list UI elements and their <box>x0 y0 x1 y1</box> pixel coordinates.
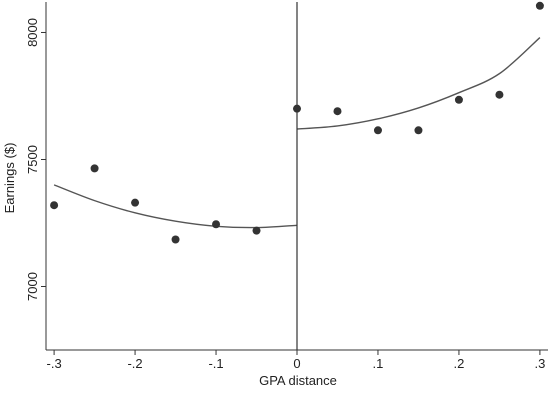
data-point <box>293 104 301 113</box>
x-tick-label: -.3 <box>47 356 62 371</box>
x-tick-label: 0 <box>293 356 300 371</box>
fit-line-right <box>296 37 541 130</box>
x-tick-label: -.1 <box>208 356 223 371</box>
data-point <box>495 90 504 99</box>
y-tick-label: 7500 <box>25 145 40 174</box>
fit-line-left <box>53 184 298 229</box>
data-point <box>373 126 382 135</box>
y-axis-title: Earnings ($) <box>2 143 17 214</box>
data-point <box>535 1 544 10</box>
x-tick-label: .1 <box>373 356 384 371</box>
x-axis-ticks: -.3 -.2 -.1 0 .1 .2 .3 <box>47 350 545 371</box>
y-tick-label: 7000 <box>25 272 40 301</box>
data-point <box>90 164 99 173</box>
data-point <box>50 201 59 210</box>
x-tick-label: .2 <box>454 356 465 371</box>
data-points <box>50 1 544 244</box>
data-point <box>212 220 221 229</box>
data-point <box>171 235 180 244</box>
data-point <box>454 95 463 104</box>
data-point <box>333 107 342 116</box>
y-axis-ticks: 7000 7500 8000 <box>25 18 46 301</box>
x-tick-label: -.2 <box>127 356 142 371</box>
data-point <box>131 198 140 207</box>
data-point <box>252 226 261 235</box>
y-tick-label: 8000 <box>25 18 40 47</box>
data-point <box>414 126 423 135</box>
x-tick-label: .3 <box>534 356 545 371</box>
x-axis-title: GPA distance <box>259 373 337 388</box>
